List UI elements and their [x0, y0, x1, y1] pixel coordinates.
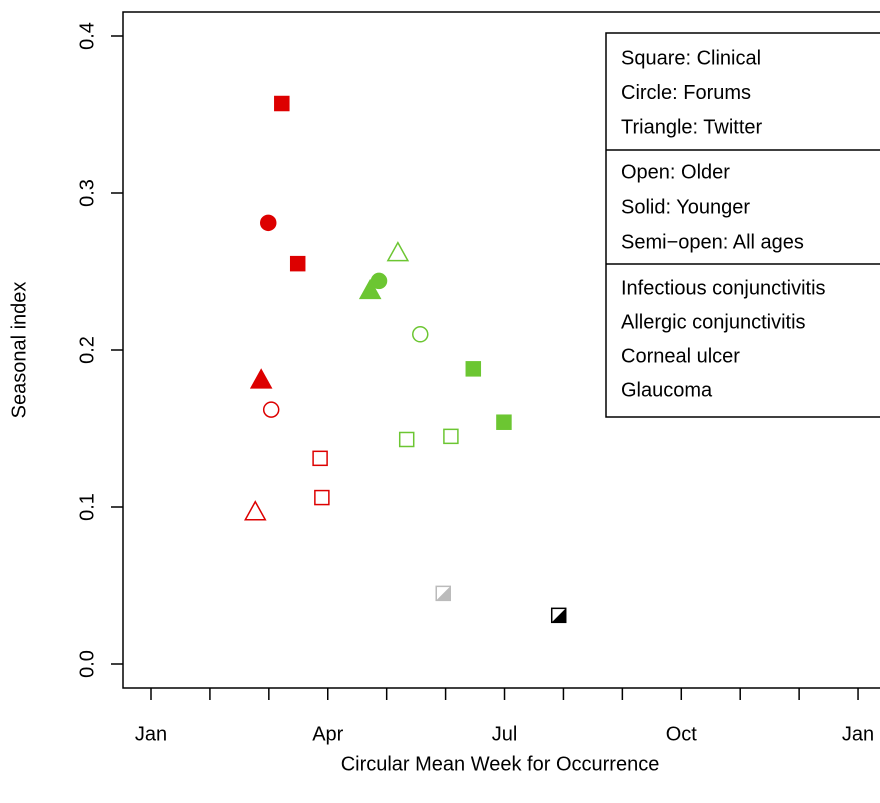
x-axis-label: Circular Mean Week for Occurrence	[341, 753, 660, 775]
point	[260, 214, 277, 232]
point	[314, 489, 330, 506]
marker	[262, 401, 280, 418]
legend-entry: Corneal ulcer	[621, 345, 740, 367]
marker	[249, 368, 273, 389]
marker	[398, 431, 415, 448]
point	[465, 361, 482, 377]
marker	[386, 241, 410, 262]
legend-entry: Glaucoma	[621, 379, 713, 401]
point	[398, 431, 415, 448]
x-tick-label: Oct	[666, 723, 698, 745]
y-tick-label: 0.4	[76, 22, 98, 50]
point	[370, 272, 388, 290]
y-tick-label: 0.1	[76, 493, 98, 521]
legend-entry: Triangle: Twitter	[621, 116, 763, 138]
point	[358, 278, 382, 300]
marker-half	[551, 608, 566, 623]
y-axis-label: Seasonal index	[8, 282, 30, 419]
marker	[412, 326, 429, 343]
legend-entry: Solid: Younger	[621, 196, 750, 218]
x-tick-label: Jan	[842, 723, 874, 745]
marker	[260, 214, 277, 232]
marker	[312, 450, 328, 467]
point	[386, 241, 410, 262]
marker	[314, 489, 330, 506]
point	[550, 607, 567, 624]
point	[312, 450, 328, 467]
legend-box	[605, 32, 880, 418]
point	[262, 401, 280, 418]
y-tick-label: 0.2	[76, 336, 98, 364]
legend-entry: Circle: Forums	[621, 82, 751, 104]
point	[496, 414, 512, 430]
marker	[370, 272, 388, 290]
point	[289, 255, 306, 272]
point	[244, 500, 267, 521]
marker	[244, 500, 267, 521]
marker	[358, 278, 382, 300]
y-tick-label: 0.0	[76, 650, 98, 678]
legend-entry: Square: Clinical	[621, 47, 761, 69]
x-tick-label: Apr	[312, 723, 343, 745]
x-tick-label: Jul	[492, 723, 518, 745]
legend-entry: Allergic conjunctivitis	[621, 311, 806, 333]
point	[435, 585, 451, 602]
marker-half	[436, 586, 451, 601]
marker	[465, 361, 482, 377]
point	[412, 326, 429, 343]
x-tick-label: Jan	[135, 723, 167, 745]
point	[249, 368, 273, 389]
marker	[289, 255, 306, 272]
legend-entry: Semi−open: All ages	[621, 231, 804, 253]
y-tick-label: 0.3	[76, 179, 98, 207]
point	[443, 428, 459, 445]
legend-entry: Open: Older	[621, 161, 730, 183]
point	[274, 95, 290, 112]
marker	[443, 428, 459, 445]
marker	[274, 95, 290, 112]
legend-entry: Infectious conjunctivitis	[621, 277, 826, 299]
marker	[496, 414, 512, 430]
